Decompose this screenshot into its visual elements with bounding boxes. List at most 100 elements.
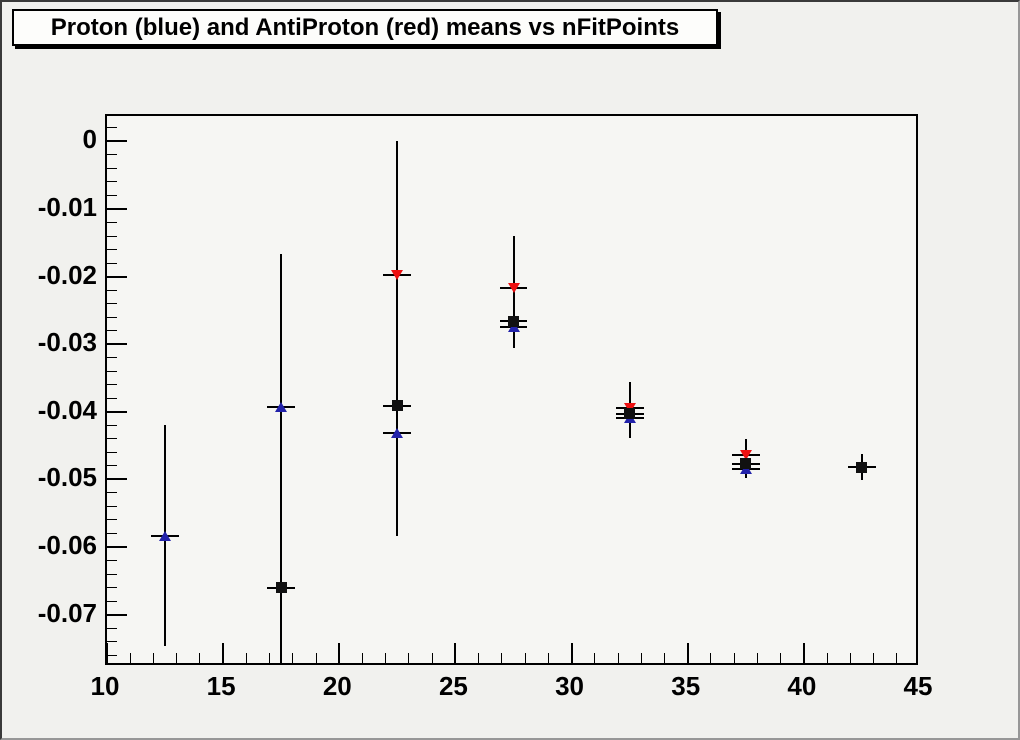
x-axis-tick-label: 30	[555, 671, 585, 701]
data-marker-proton	[391, 427, 404, 438]
x-minor-tick	[524, 653, 526, 663]
x-minor-tick	[710, 653, 712, 663]
x-minor-tick	[594, 653, 596, 663]
y-minor-tick	[107, 397, 117, 399]
page-title: Proton (blue) and AntiProton (red) means…	[50, 13, 680, 41]
y-minor-tick	[107, 289, 117, 291]
y-major-tick	[107, 207, 127, 210]
x-major-tick	[570, 643, 573, 663]
data-marker-combined-mean	[391, 400, 403, 412]
data-marker-antiproton	[391, 270, 404, 281]
x-axis-tick-label: 40	[787, 671, 817, 701]
y-minor-tick	[107, 424, 117, 426]
y-minor-tick	[107, 357, 117, 359]
x-minor-tick	[663, 653, 665, 663]
data-marker-antiproton	[739, 450, 752, 461]
x-minor-tick	[780, 653, 782, 663]
x-axis-tick-label: 35	[671, 671, 701, 701]
data-marker-proton	[507, 322, 520, 333]
data-marker-proton	[275, 402, 288, 413]
y-major-tick	[107, 140, 127, 143]
y-minor-tick	[107, 600, 117, 602]
data-marker-combined-mean	[856, 461, 868, 473]
plot-frame	[105, 114, 918, 665]
y-major-tick	[107, 343, 127, 346]
y-major-tick	[107, 275, 127, 278]
x-minor-tick	[756, 653, 758, 663]
data-marker-antiproton	[507, 283, 520, 294]
x-major-tick	[107, 643, 108, 663]
x-minor-tick	[408, 653, 410, 663]
y-minor-tick	[107, 330, 117, 332]
x-minor-tick	[478, 653, 480, 663]
y-axis-tick-label: -0.04	[37, 394, 97, 425]
x-minor-tick	[733, 653, 735, 663]
y-minor-tick	[107, 194, 117, 196]
y-minor-tick	[107, 154, 117, 156]
x-axis-tick-label: 10	[90, 671, 120, 701]
y-minor-tick	[107, 249, 117, 251]
y-minor-tick	[107, 370, 117, 372]
y-minor-tick	[107, 303, 117, 305]
y-minor-tick	[107, 587, 117, 589]
x-major-tick	[686, 643, 689, 663]
x-minor-tick	[547, 653, 549, 663]
y-axis-tick-label: -0.01	[37, 191, 97, 222]
y-axis-tick-label: -0.06	[37, 529, 97, 560]
x-minor-tick	[873, 653, 875, 663]
y-major-tick	[107, 410, 127, 413]
y-major-tick	[107, 613, 127, 616]
y-minor-tick	[107, 262, 117, 264]
y-minor-tick	[107, 438, 117, 440]
y-minor-tick	[107, 235, 117, 237]
data-marker-combined-mean	[624, 408, 636, 420]
x-axis-tick-label: 25	[438, 671, 468, 701]
data-marker-combined-mean	[275, 582, 287, 594]
y-minor-tick	[107, 167, 117, 169]
x-minor-tick	[362, 653, 363, 663]
x-minor-tick	[501, 653, 503, 663]
x-minor-tick	[199, 653, 201, 663]
error-bar-vertical	[280, 256, 283, 663]
x-minor-tick	[385, 653, 387, 663]
y-minor-tick	[107, 492, 117, 494]
y-major-tick	[107, 478, 127, 481]
y-minor-tick	[107, 221, 117, 223]
data-marker-combined-mean	[508, 315, 519, 327]
x-minor-tick	[315, 653, 317, 663]
y-axis-tick-label: -0.03	[37, 327, 97, 358]
y-minor-tick	[107, 654, 117, 656]
y-minor-tick	[107, 560, 117, 562]
x-axis-tick-label: 20	[322, 671, 352, 701]
x-minor-tick	[849, 653, 851, 663]
y-axis-tick-label: 0	[82, 124, 97, 155]
y-major-tick	[107, 545, 127, 548]
data-marker-antiproton	[623, 402, 636, 413]
y-minor-tick	[107, 465, 117, 467]
x-minor-tick	[269, 653, 271, 663]
x-minor-tick	[640, 653, 642, 663]
y-axis-tick-label: -0.07	[37, 597, 97, 628]
x-minor-tick	[176, 653, 178, 663]
x-major-tick	[338, 643, 341, 663]
y-minor-tick	[107, 519, 117, 521]
y-axis-tick-label: -0.02	[37, 259, 97, 290]
x-minor-tick	[617, 653, 619, 663]
x-major-tick	[222, 643, 225, 663]
y-minor-tick	[107, 532, 117, 534]
x-minor-tick	[826, 653, 828, 663]
y-minor-tick	[107, 641, 117, 643]
y-minor-tick	[107, 573, 117, 575]
x-axis-tick-label: 45	[903, 671, 933, 701]
data-marker-proton	[159, 530, 172, 541]
x-minor-tick	[152, 653, 154, 663]
y-minor-tick	[107, 181, 117, 183]
y-minor-tick	[107, 451, 117, 453]
y-minor-tick	[107, 384, 117, 386]
x-minor-tick	[292, 653, 294, 663]
x-minor-tick	[245, 653, 247, 663]
y-minor-tick	[107, 505, 117, 507]
x-minor-tick	[431, 653, 433, 663]
y-minor-tick	[107, 127, 117, 129]
